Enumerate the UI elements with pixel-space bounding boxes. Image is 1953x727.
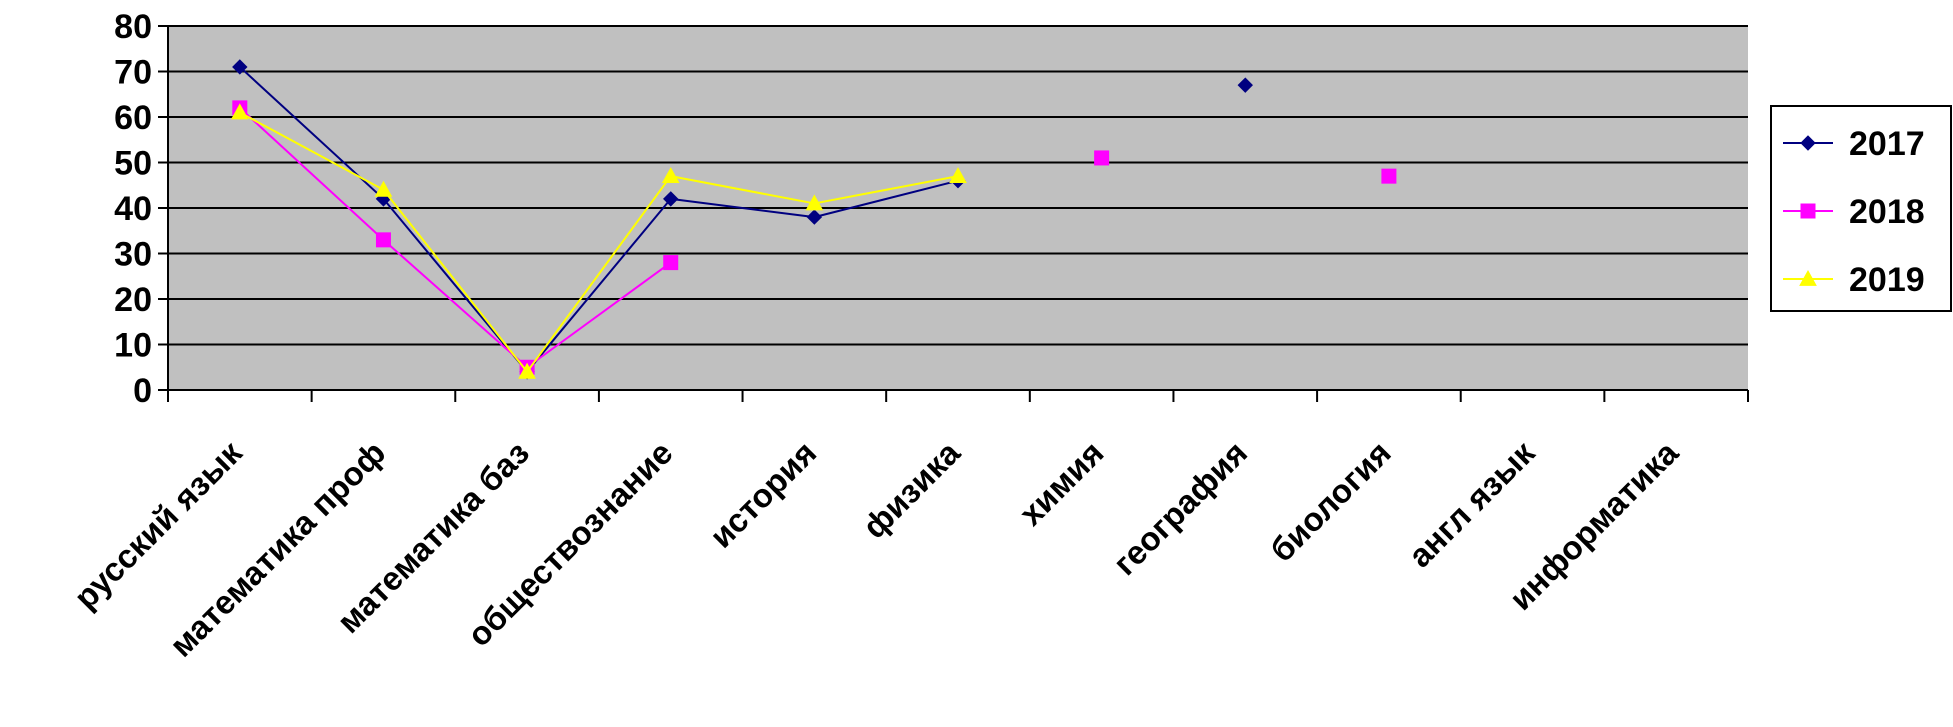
series-layer [230, 59, 1397, 380]
series-line-segment [814, 179, 959, 219]
data-point [1237, 77, 1253, 93]
data-point [375, 232, 391, 248]
legend-marker [1800, 135, 1816, 151]
series-line-segment [670, 175, 815, 205]
x-tick-label: география [1106, 434, 1254, 582]
data-point [663, 191, 679, 207]
y-tick-labels: 0 10 20 30 40 50 60 70 80 [114, 8, 152, 410]
x-tick-label: англ язык [1401, 433, 1542, 574]
legend: 2017 2018 2019 [1770, 105, 1952, 312]
y-tick-label: 10 [114, 327, 152, 365]
series-line-segment [670, 197, 815, 219]
data-point [232, 59, 248, 75]
y-tick-label: 60 [114, 99, 152, 137]
data-point [663, 255, 679, 271]
legend-marker [1800, 203, 1816, 219]
x-tick-label: химия [1012, 434, 1111, 533]
series-line-segment [526, 261, 672, 369]
y-tick-label: 70 [114, 54, 152, 92]
series-line-segment [526, 175, 672, 373]
data-point [1381, 168, 1397, 184]
legend-label: 2018 [1849, 193, 1925, 231]
y-tick-label: 80 [114, 8, 152, 46]
series-line-segment [814, 175, 959, 205]
x-tick-label: история [702, 434, 823, 555]
data-point [805, 194, 824, 211]
data-point [518, 362, 536, 379]
x-tick-label: биология [1263, 434, 1398, 569]
y-tick-label: 20 [114, 281, 152, 319]
legend-label: 2017 [1849, 125, 1925, 163]
x-tick-label: физика [855, 433, 967, 545]
y-tick-label: 50 [114, 145, 152, 183]
data-point [230, 103, 249, 120]
series-line-segment [382, 239, 528, 368]
data-point [661, 167, 680, 184]
legend-marker [1799, 269, 1817, 286]
data-point [1094, 150, 1110, 166]
y-tick-label: 40 [114, 190, 152, 228]
data-point [949, 167, 967, 184]
y-tick-label: 30 [114, 236, 152, 274]
series-line-segment [526, 198, 672, 373]
data-point [806, 209, 823, 225]
legend-label: 2019 [1849, 261, 1925, 299]
axes [158, 25, 1749, 402]
series-2019 [230, 103, 967, 379]
series-line-segment [239, 111, 384, 191]
series-line-segment [382, 189, 528, 373]
y-tick-label: 0 [133, 372, 152, 410]
data-point [374, 180, 393, 197]
series-line-segment [239, 107, 385, 241]
